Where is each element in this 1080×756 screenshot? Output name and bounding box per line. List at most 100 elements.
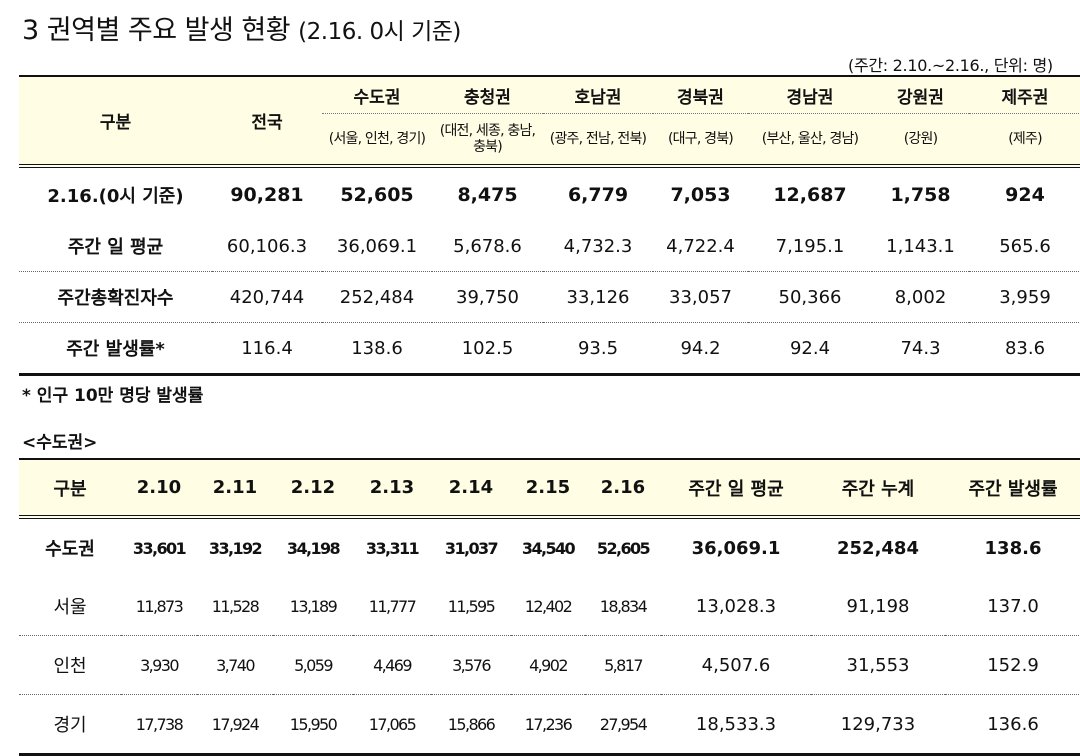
column-header: 주간 누계 <box>811 459 945 517</box>
value-cell: 36,069.1 <box>336 235 418 257</box>
daily-value-cell: 17,738 <box>121 694 197 755</box>
capital-area-table: 구분 2.10 2.11 2.12 2.13 2.14 2.15 2.16 주간 일 평균 주간 … <box>19 458 1080 756</box>
daily-value-cell: 31,037 <box>431 515 511 577</box>
daily-value-cell: 3,740 <box>197 635 273 695</box>
region-detail: (부산, 울산, 경남) <box>748 113 872 167</box>
stat-cell: 91,198 <box>846 595 910 617</box>
region-detail: (서울, 인천, 경기) <box>322 113 432 167</box>
value-cell: 93.5 <box>543 322 653 375</box>
section-label-capital: <수도권> <box>22 433 98 453</box>
column-header: 2.14 <box>431 459 511 517</box>
value-cell: 102.5 <box>432 322 543 375</box>
page-title: 3 권역별 주요 발생 현황 (2.16. 0시 기준) <box>22 8 461 47</box>
column-header: 주간 발생률 <box>945 459 1080 517</box>
capital-header-row: 구분 2.10 2.11 2.12 2.13 2.14 2.15 2.16 주간 일 평균 주간 … <box>19 459 1080 517</box>
column-header: 2.10 <box>121 459 197 517</box>
footnote: * 인구 10만 명당 발생률 <box>22 386 204 406</box>
value-cell: 420,744 <box>212 271 322 323</box>
daily-value-cell: 33,192 <box>197 515 273 577</box>
stat-cell: 36,069.1 <box>661 515 811 577</box>
value-cell: 74.3 <box>872 322 969 375</box>
value-cell: 1,143.1 <box>886 235 955 257</box>
value-cell: 924 <box>969 164 1080 221</box>
region-detail: (제주) <box>969 113 1080 167</box>
table-row: 서울 11,873 11,528 13,189 11,777 11,595 12,402 18… <box>19 577 1080 636</box>
capital-table-body: 수도권 33,601 33,192 34,198 33,311 31,037 34,540 5… <box>19 515 1080 755</box>
region-detail: (대전, 세종, 충남, 충북) <box>432 113 543 167</box>
stat-cell: 252,484 <box>811 515 945 577</box>
daily-value-cell: 17,065 <box>353 694 431 755</box>
value-cell: 4,722.4 <box>666 235 735 257</box>
column-header: 구분 <box>19 459 121 517</box>
daily-value-cell: 52,605 <box>585 515 661 577</box>
stat-cell: 4,507.6 <box>661 635 811 695</box>
value-cell: 60,106.3 <box>226 235 308 257</box>
stat-cell: 138.6 <box>945 515 1080 577</box>
regional-table-body: 2.16.(0시 기준) 90,281 52,605 8,475 6,779 7,053 1… <box>19 164 1080 375</box>
daily-value-cell: 4,469 <box>353 635 431 695</box>
value-cell: 7,195.1 <box>775 235 845 257</box>
region-header: 수도권 <box>322 76 432 114</box>
regional-summary-table: 구분 전국 수도권 충청권 호남권 경북권 경남권 강원권 제주권 (서울, 인… <box>19 75 1080 376</box>
daily-value-cell: 15,866 <box>431 694 511 755</box>
daily-value-cell: 17,236 <box>511 694 585 755</box>
daily-value-cell: 3,930 <box>121 635 197 695</box>
value-cell: 252,484 <box>322 271 432 323</box>
region-detail: (광주, 전남, 전북) <box>543 113 653 167</box>
daily-value-cell: 12,402 <box>524 596 573 616</box>
value-cell: 8,002 <box>872 271 969 323</box>
column-header: 2.12 <box>273 459 353 517</box>
regional-row: 주간 발생률* 116.4 138.6 102.5 93.5 94.2 92.4 74.3 83… <box>19 322 1080 375</box>
row-label: 수도권 <box>19 515 121 577</box>
column-header: 2.13 <box>353 459 431 517</box>
region-header: 경북권 <box>653 76 748 114</box>
category-header: 구분 <box>19 76 212 167</box>
regional-row: 주간 일 평균 60,106.3 36,069.1 5,678.6 4,732.3 4,7… <box>19 221 1080 272</box>
stat-cell: 13,028.3 <box>695 595 777 617</box>
stat-cell: 137.0 <box>987 595 1039 617</box>
page-title-date: (2.16. 0시 기준) <box>298 19 461 45</box>
stat-cell: 152.9 <box>945 635 1080 695</box>
row-label: 인천 <box>19 635 121 695</box>
stat-cell: 31,553 <box>811 635 945 695</box>
row-label: 경기 <box>19 694 121 755</box>
value-cell: 90,281 <box>212 164 322 221</box>
region-header: 강원권 <box>872 76 969 114</box>
value-cell: 4,732.3 <box>563 235 633 257</box>
stat-cell: 18,533.3 <box>661 694 811 755</box>
regional-row: 2.16.(0시 기준) 90,281 52,605 8,475 6,779 7,053 1… <box>19 164 1080 221</box>
daily-value-cell: 17,924 <box>197 694 273 755</box>
column-header: 2.15 <box>511 459 585 517</box>
regional-row: 주간총확진자수 420,744 252,484 39,750 33,126 33,057 5… <box>19 271 1080 323</box>
daily-value-cell: 11,873 <box>135 596 184 616</box>
daily-value-cell: 33,601 <box>121 515 197 577</box>
daily-value-cell: 11,777 <box>368 596 417 616</box>
value-cell: 138.6 <box>322 322 432 375</box>
regional-header-row: 구분 전국 수도권 충청권 호남권 경북권 경남권 강원권 제주권 <box>19 76 1080 167</box>
stat-cell: 136.6 <box>945 694 1080 755</box>
row-label: 주간 일 평균 <box>67 237 164 258</box>
page-title-main: 3 권역별 주요 발생 현황 <box>22 15 291 46</box>
daily-value-cell: 34,198 <box>273 515 353 577</box>
region-detail: (강원) <box>872 113 969 167</box>
row-label: 2.16.(0시 기준) <box>19 164 212 221</box>
daily-value-cell: 18,834 <box>599 596 648 616</box>
daily-value-cell: 11,528 <box>211 596 260 616</box>
daily-value-cell: 3,576 <box>431 635 511 695</box>
value-cell: 94.2 <box>653 322 748 375</box>
table-row: 인천 3,930 3,740 5,059 4,469 3,576 4,902 5,817 4,5… <box>19 635 1080 695</box>
regional-subheader-row: (서울, 인천, 경기) (대전, 세종, 충남, 충북) (광주, 전남, 전… <box>19 113 1080 167</box>
region-header: 제주권 <box>969 76 1080 114</box>
value-cell: 565.6 <box>999 235 1051 257</box>
value-cell: 92.4 <box>748 322 872 375</box>
value-cell: 83.6 <box>969 322 1080 375</box>
column-header: 주간 일 평균 <box>661 459 811 517</box>
value-cell: 50,366 <box>748 271 872 323</box>
daily-value-cell: 4,902 <box>511 635 585 695</box>
value-cell: 8,475 <box>432 164 543 221</box>
value-cell: 116.4 <box>212 322 322 375</box>
region-detail: (대구, 경북) <box>653 113 748 167</box>
value-cell: 3,959 <box>969 271 1080 323</box>
value-cell: 33,126 <box>543 271 653 323</box>
